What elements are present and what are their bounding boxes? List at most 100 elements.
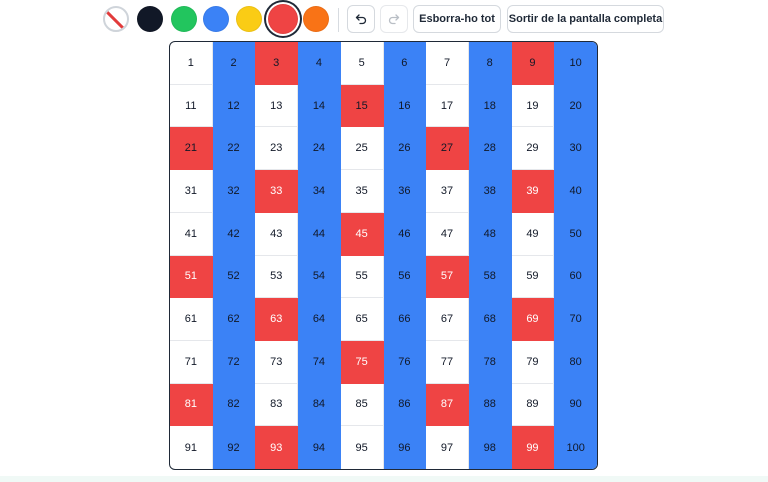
color-swatch-yellow[interactable] (236, 6, 262, 32)
grid-cell[interactable]: 45 (340, 212, 384, 256)
grid-cell[interactable]: 1 (170, 42, 213, 85)
grid-cell[interactable]: 22 (212, 127, 256, 171)
color-swatch-blue[interactable] (203, 6, 229, 32)
grid-cell[interactable]: 86 (383, 383, 427, 427)
grid-cell[interactable]: 70 (554, 298, 597, 341)
grid-cell[interactable]: 16 (383, 84, 427, 128)
color-swatch-red[interactable] (268, 4, 298, 34)
grid-cell[interactable]: 59 (511, 255, 555, 299)
grid-cell[interactable]: 64 (298, 298, 341, 341)
grid-cell[interactable]: 11 (170, 84, 213, 128)
grid-cell[interactable]: 44 (298, 212, 341, 256)
grid-cell[interactable]: 79 (511, 340, 555, 384)
grid-cell[interactable]: 48 (468, 212, 512, 256)
grid-cell[interactable]: 26 (383, 127, 427, 171)
grid-cell[interactable]: 80 (554, 340, 597, 384)
grid-cell[interactable]: 97 (426, 426, 469, 469)
grid-cell[interactable]: 15 (340, 84, 384, 128)
grid-cell[interactable]: 81 (170, 383, 213, 427)
grid-cell[interactable]: 10 (554, 42, 597, 85)
grid-cell[interactable]: 87 (426, 383, 469, 427)
grid-cell[interactable]: 95 (341, 426, 384, 469)
grid-cell[interactable]: 71 (170, 340, 213, 384)
grid-cell[interactable]: 29 (511, 127, 555, 171)
grid-cell[interactable]: 92 (212, 426, 256, 469)
grid-cell[interactable]: 5 (340, 42, 384, 85)
grid-cell[interactable]: 99 (511, 426, 555, 469)
grid-cell[interactable]: 68 (468, 298, 512, 341)
grid-cell[interactable]: 40 (554, 170, 597, 213)
grid-cell[interactable]: 51 (170, 255, 213, 299)
grid-cell[interactable]: 32 (212, 170, 256, 213)
grid-cell[interactable]: 82 (212, 383, 256, 427)
grid-cell[interactable]: 94 (298, 426, 341, 469)
grid-cell[interactable]: 19 (511, 84, 555, 128)
grid-cell[interactable]: 33 (255, 170, 299, 213)
grid-cell[interactable]: 62 (212, 298, 256, 341)
grid-cell[interactable]: 30 (554, 127, 597, 171)
grid-cell[interactable]: 46 (383, 212, 427, 256)
grid-cell[interactable]: 89 (511, 383, 555, 427)
grid-cell[interactable]: 18 (468, 84, 512, 128)
grid-cell[interactable]: 100 (554, 426, 597, 469)
grid-cell[interactable]: 72 (212, 340, 256, 384)
grid-cell[interactable]: 56 (383, 255, 427, 299)
grid-cell[interactable]: 24 (298, 127, 341, 171)
grid-cell[interactable]: 67 (426, 298, 469, 341)
grid-cell[interactable]: 60 (554, 255, 597, 299)
color-swatch-green[interactable] (171, 6, 197, 32)
grid-cell[interactable]: 7 (426, 42, 469, 85)
grid-cell[interactable]: 8 (468, 42, 512, 85)
grid-cell[interactable]: 66 (383, 298, 427, 341)
grid-cell[interactable]: 65 (340, 298, 384, 341)
grid-cell[interactable]: 9 (511, 42, 555, 85)
grid-cell[interactable]: 91 (170, 426, 213, 469)
grid-cell[interactable]: 38 (468, 170, 512, 213)
grid-cell[interactable]: 23 (255, 127, 299, 171)
grid-cell[interactable]: 25 (340, 127, 384, 171)
undo-button[interactable] (347, 5, 375, 33)
grid-cell[interactable]: 50 (554, 212, 597, 256)
eraser-swatch[interactable] (103, 6, 129, 32)
grid-cell[interactable]: 13 (255, 84, 299, 128)
grid-cell[interactable]: 17 (426, 84, 469, 128)
grid-cell[interactable]: 43 (255, 212, 299, 256)
grid-cell[interactable]: 58 (468, 255, 512, 299)
grid-cell[interactable]: 98 (468, 426, 512, 469)
grid-cell[interactable]: 4 (298, 42, 341, 85)
grid-cell[interactable]: 47 (426, 212, 469, 256)
grid-cell[interactable]: 57 (426, 255, 469, 299)
grid-cell[interactable]: 85 (340, 383, 384, 427)
grid-cell[interactable]: 41 (170, 212, 213, 256)
grid-cell[interactable]: 3 (255, 42, 299, 85)
grid-cell[interactable]: 2 (212, 42, 256, 85)
grid-cell[interactable]: 63 (255, 298, 299, 341)
grid-cell[interactable]: 14 (298, 84, 341, 128)
clear-all-button[interactable]: Esborra-ho tot (413, 5, 501, 33)
grid-cell[interactable]: 34 (298, 170, 341, 213)
grid-cell[interactable]: 31 (170, 170, 213, 213)
grid-cell[interactable]: 78 (468, 340, 512, 384)
grid-cell[interactable]: 42 (212, 212, 256, 256)
grid-cell[interactable]: 52 (212, 255, 256, 299)
grid-cell[interactable]: 55 (340, 255, 384, 299)
grid-cell[interactable]: 39 (511, 170, 555, 213)
redo-button[interactable] (380, 5, 408, 33)
grid-cell[interactable]: 35 (340, 170, 384, 213)
grid-cell[interactable]: 28 (468, 127, 512, 171)
grid-cell[interactable]: 75 (340, 340, 384, 384)
grid-cell[interactable]: 20 (554, 84, 597, 128)
grid-cell[interactable]: 61 (170, 298, 213, 341)
grid-cell[interactable]: 21 (170, 127, 213, 171)
grid-cell[interactable]: 6 (383, 42, 427, 85)
grid-cell[interactable]: 88 (468, 383, 512, 427)
color-swatch-navy[interactable] (137, 6, 163, 32)
grid-cell[interactable]: 53 (255, 255, 299, 299)
grid-cell[interactable]: 54 (298, 255, 341, 299)
grid-cell[interactable]: 90 (554, 383, 597, 427)
color-swatch-orange[interactable] (303, 6, 329, 32)
grid-cell[interactable]: 84 (298, 383, 341, 427)
exit-fullscreen-button[interactable]: Sortir de la pantalla completa (507, 5, 664, 33)
grid-cell[interactable]: 76 (383, 340, 427, 384)
grid-cell[interactable]: 27 (426, 127, 469, 171)
